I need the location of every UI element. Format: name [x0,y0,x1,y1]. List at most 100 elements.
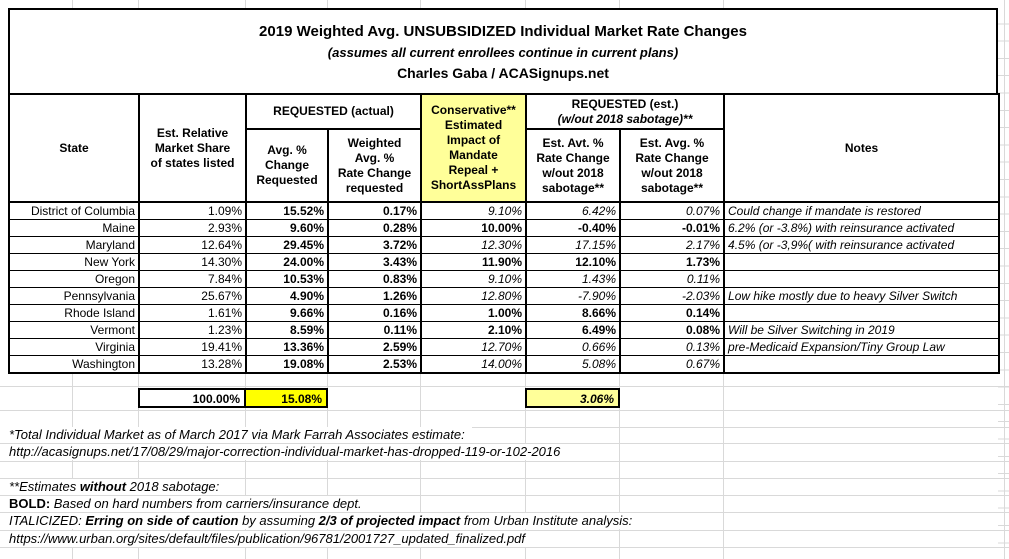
cell-market-share[interactable]: 2.93% [138,219,247,237]
col-header-conservative-impact[interactable]: Conservative** Estimated Impact of Manda… [420,93,527,203]
cell-weighted-avg[interactable]: 0.16% [327,304,422,322]
cell-market-share[interactable]: 13.28% [138,355,247,374]
footnote-line[interactable]: *Total Individual Market as of March 201… [0,427,1009,445]
cell-note[interactable] [723,270,1001,288]
cell-avg-change[interactable]: 9.60% [245,219,329,237]
cell-state[interactable]: New York [8,253,140,271]
cell-conservative-impact[interactable]: 1.00% [420,304,527,322]
cell-conservative-impact[interactable]: 9.10% [420,270,527,288]
cell-market-share[interactable]: 25.67% [138,287,247,305]
cell-state[interactable]: Pennsylvania [8,287,140,305]
cell-weighted-avg[interactable]: 2.53% [327,355,422,374]
cell-est-avt[interactable]: -7.90% [525,287,621,305]
cell-market-share[interactable]: 19.41% [138,338,247,356]
total-market-share-cell[interactable]: 100.00% [138,388,246,408]
cell-note[interactable]: 6.2% (or -3.8%) with reinsurance activat… [723,219,1001,237]
cell-est-avg[interactable]: 0.67% [618,355,726,374]
cell-weighted-avg[interactable]: 3.43% [327,253,422,271]
cell-avg-change[interactable]: 13.36% [245,338,329,356]
cell-avg-change[interactable]: 24.00% [245,253,329,271]
cell-weighted-avg[interactable]: 3.72% [327,236,422,254]
cell-conservative-impact[interactable]: 11.90% [420,253,527,271]
footnote-line[interactable] [0,462,1009,479]
cell-note[interactable] [723,253,1001,271]
footnote-line[interactable]: http://acasignups.net/17/08/29/major-cor… [0,444,1009,462]
sheet-title-block[interactable]: 2019 Weighted Avg. UNSUBSIDIZED Individu… [8,8,998,95]
col-header-avg-change[interactable]: Avg. % Change Requested [245,128,329,203]
cell-est-avt[interactable]: 6.49% [525,321,621,339]
cell-market-share[interactable]: 12.64% [138,236,247,254]
cell-state[interactable]: Rhode Island [8,304,140,322]
cell-est-avt[interactable]: 6.42% [525,201,621,220]
cell-state[interactable]: Vermont [8,321,140,339]
cell-est-avg[interactable]: 0.14% [618,304,726,322]
cell-est-avt[interactable]: 1.43% [525,270,621,288]
cell-market-share[interactable]: 1.23% [138,321,247,339]
cell-state[interactable]: Virginia [8,338,140,356]
col-header-weighted-avg[interactable]: Weighted Avg. % Rate Change requested [327,128,422,203]
cell-est-avg[interactable]: 0.08% [618,321,726,339]
footnote-line[interactable]: **Estimates without 2018 sabotage: [0,478,1009,497]
cell-est-avg[interactable]: -0.01% [618,219,726,237]
cell-weighted-avg[interactable]: 1.26% [327,287,422,305]
cell-note[interactable]: Could change if mandate is restored [723,201,1001,220]
footnote-line[interactable]: ITALICIZED: Erring on side of caution by… [0,513,1009,531]
footnote-line[interactable]: BOLD: Based on hard numbers from carrier… [0,496,1009,514]
cell-note[interactable]: 4.5% (or -3,9%( with reinsurance activat… [723,236,1001,254]
cell-conservative-impact[interactable]: 12.80% [420,287,527,305]
cell-est-avt[interactable]: 17.15% [525,236,621,254]
cell-avg-change[interactable]: 10.53% [245,270,329,288]
cell-market-share[interactable]: 1.09% [138,201,247,220]
group-header-requested-est[interactable]: REQUESTED (est.) (w/out 2018 sabotage)** [524,93,726,130]
cell-state[interactable]: Maine [8,219,140,237]
cell-market-share[interactable]: 14.30% [138,253,247,271]
total-avg-change-cell[interactable]: 15.08% [244,388,328,408]
cell-est-avt[interactable]: 5.08% [525,355,621,374]
col-header-notes[interactable]: Notes [723,93,1001,203]
cell-conservative-impact[interactable]: 12.70% [420,338,527,356]
footnote-line[interactable]: https://www.urban.org/sites/default/file… [0,530,1009,549]
cell-weighted-avg[interactable]: 0.83% [327,270,422,288]
col-header-market-share[interactable]: Est. Relative Market Share of states lis… [138,93,247,203]
cell-avg-change[interactable]: 9.66% [245,304,329,322]
cell-est-avg[interactable]: 1.73% [618,253,726,271]
cell-conservative-impact[interactable]: 9.10% [420,201,527,220]
total-est-avt-cell[interactable]: 3.06% [525,388,620,408]
cell-weighted-avg[interactable]: 0.11% [327,321,422,339]
cell-conservative-impact[interactable]: 10.00% [420,219,527,237]
cell-avg-change[interactable]: 8.59% [245,321,329,339]
cell-state[interactable]: Washington [8,355,140,374]
cell-avg-change[interactable]: 19.08% [245,355,329,374]
cell-note[interactable]: Low hike mostly due to heavy Silver Swit… [723,287,1001,305]
cell-est-avt[interactable]: -0.40% [525,219,621,237]
cell-est-avg[interactable]: 0.07% [618,201,726,220]
cell-est-avt[interactable]: 0.66% [525,338,621,356]
cell-avg-change[interactable]: 15.52% [245,201,329,220]
col-header-est-avg[interactable]: Est. Avg. % Rate Change w/out 2018 sabot… [618,128,726,203]
cell-est-avg[interactable]: 0.11% [618,270,726,288]
cell-est-avt[interactable]: 12.10% [525,253,621,271]
cell-est-avg[interactable]: -2.03% [618,287,726,305]
group-header-requested-actual[interactable]: REQUESTED (actual) [245,93,422,130]
cell-note[interactable] [723,304,1001,322]
cell-conservative-impact[interactable]: 14.00% [420,355,527,374]
col-header-state[interactable]: State [8,93,140,203]
cell-weighted-avg[interactable]: 2.59% [327,338,422,356]
cell-est-avg[interactable]: 2.17% [618,236,726,254]
cell-avg-change[interactable]: 29.45% [245,236,329,254]
cell-market-share[interactable]: 7.84% [138,270,247,288]
cell-note[interactable]: pre-Medicaid Expansion/Tiny Group Law [723,338,1001,356]
cell-avg-change[interactable]: 4.90% [245,287,329,305]
cell-est-avg[interactable]: 0.13% [618,338,726,356]
cell-market-share[interactable]: 1.61% [138,304,247,322]
cell-state[interactable]: Oregon [8,270,140,288]
cell-weighted-avg[interactable]: 0.17% [327,201,422,220]
cell-note[interactable] [723,355,1001,374]
cell-state[interactable]: District of Columbia [8,201,140,220]
cell-note[interactable]: Will be Silver Switching in 2019 [723,321,1001,339]
cell-conservative-impact[interactable]: 2.10% [420,321,527,339]
cell-conservative-impact[interactable]: 12.30% [420,236,527,254]
cell-est-avt[interactable]: 8.66% [525,304,621,322]
cell-weighted-avg[interactable]: 0.28% [327,219,422,237]
col-header-est-avt[interactable]: Est. Avt. % Rate Change w/out 2018 sabot… [525,128,621,203]
